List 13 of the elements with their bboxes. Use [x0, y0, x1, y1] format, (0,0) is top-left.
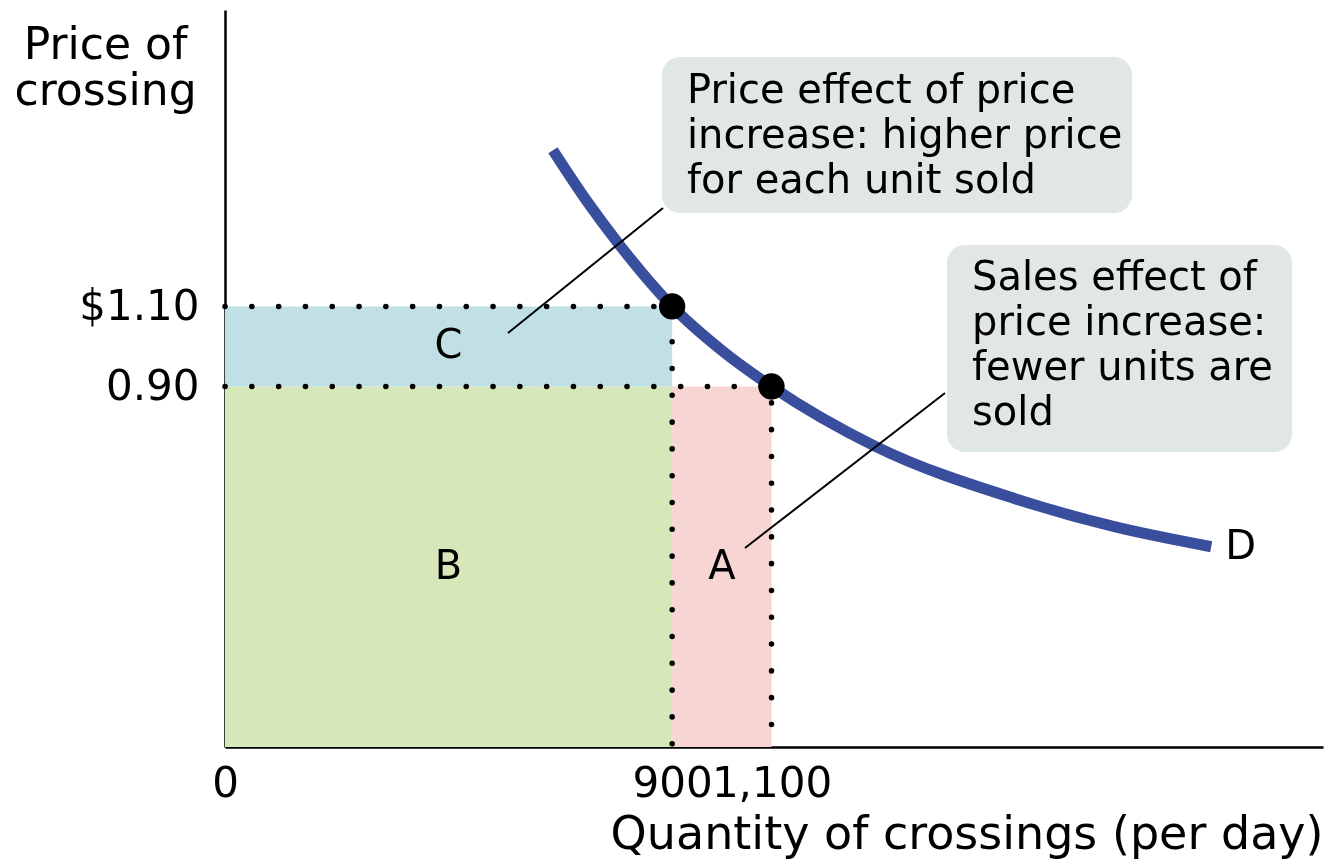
x-axis-title: Quantity of crossings (per day): [610, 805, 1324, 860]
series-label: C: [434, 321, 463, 368]
series-label: D: [1225, 521, 1257, 568]
annotation: Price effect of price increase: higher price for each unit sold: [687, 66, 1123, 202]
series-label: B: [434, 541, 463, 588]
series-label: A: [708, 541, 737, 588]
y-axis-title: Price of crossing: [14, 17, 197, 115]
x-tick-label: 900: [632, 757, 713, 807]
y-tick-label: $1.10: [79, 280, 200, 330]
y-tick-label: 0.90: [105, 361, 200, 411]
x-tick-label: 0: [212, 757, 239, 807]
annotation: Sales effect of price increase: fewer units are sold: [972, 253, 1273, 434]
x-tick-label: 1,100: [711, 757, 833, 807]
